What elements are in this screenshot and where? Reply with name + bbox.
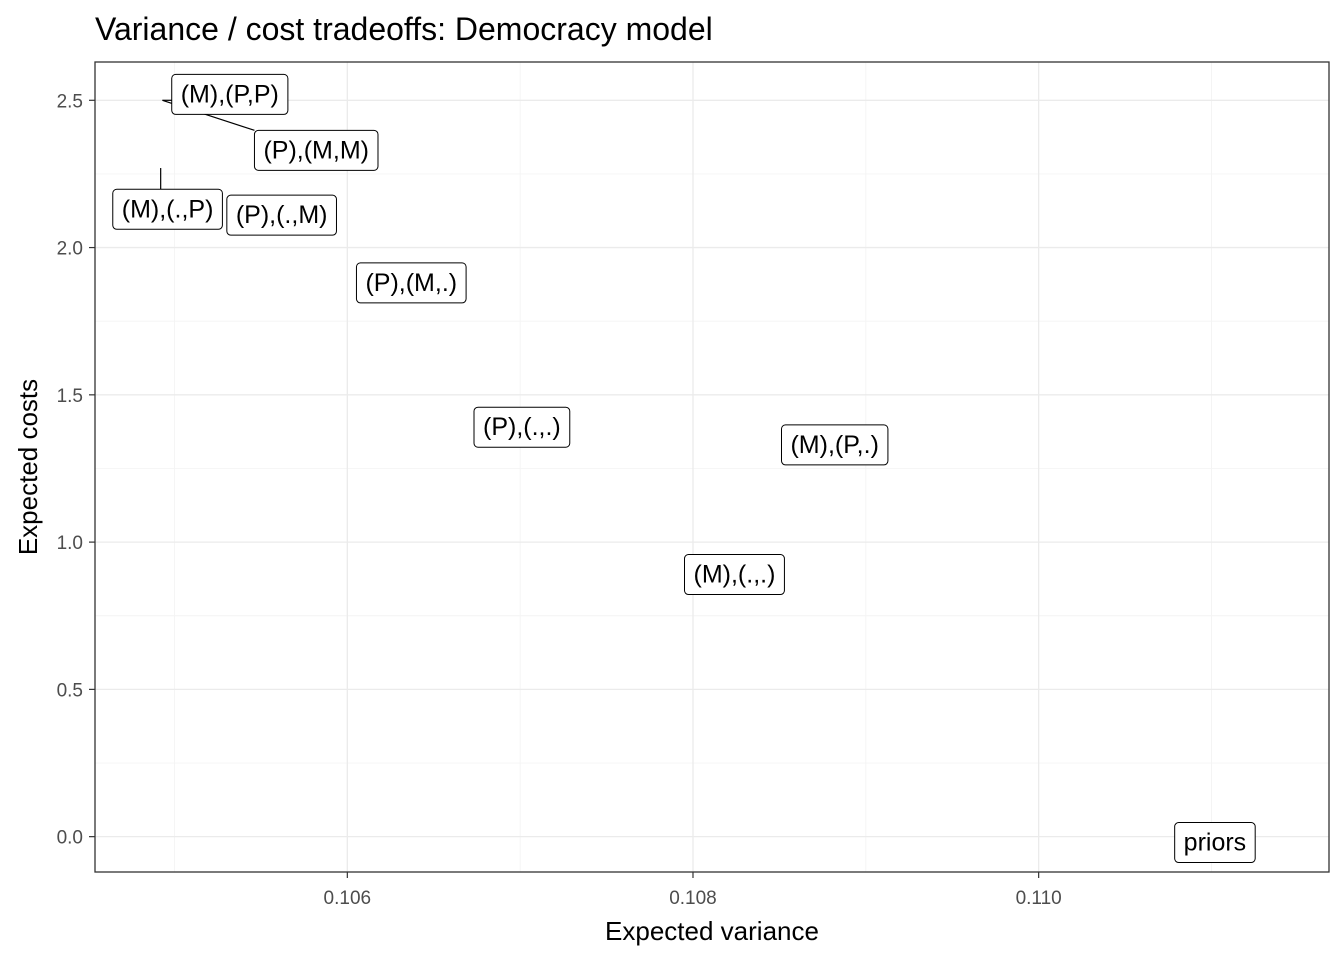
chart-title: Variance / cost tradeoffs: Democracy mod… bbox=[95, 11, 713, 47]
point-labels: (M),(P,P) (P),(M,M) (M),(.,P) (P),(.,M) (P),… bbox=[112, 73, 1256, 864]
y-tick-label: 0.0 bbox=[57, 828, 83, 849]
point-label-group: priors bbox=[1174, 822, 1256, 864]
label-box bbox=[473, 406, 571, 448]
x-axis-title: Expected variance bbox=[605, 916, 819, 946]
major-gridlines bbox=[95, 62, 1329, 872]
y-axis-title: Expected costs bbox=[13, 379, 43, 555]
point-label-group: (M),(P,.) bbox=[780, 424, 889, 466]
x-tick-label: 0.106 bbox=[324, 888, 372, 909]
x-tick-label: 0.110 bbox=[1016, 888, 1062, 909]
point-label: (M),(P,.) bbox=[790, 431, 878, 459]
label-box bbox=[253, 129, 379, 171]
point-label-group: (P),(M,.) bbox=[355, 262, 467, 304]
y-tick-label: 1.5 bbox=[57, 386, 83, 407]
minor-gridlines bbox=[95, 62, 1329, 872]
point-label-group: (M),(.,P) bbox=[112, 188, 223, 230]
label-box bbox=[355, 262, 467, 304]
point-label-group: (P),(M,M) bbox=[253, 129, 379, 171]
point-label-group: (M),(.,.) bbox=[684, 554, 785, 596]
point-label: (P),(M,.) bbox=[365, 269, 457, 297]
point-label: priors bbox=[1184, 829, 1247, 857]
point-label: (P),(M,M) bbox=[263, 136, 369, 164]
label-box bbox=[226, 194, 337, 236]
y-tick-label: 0.5 bbox=[57, 680, 83, 701]
y-tick-label: 2.5 bbox=[57, 91, 83, 112]
y-tick-label: 1.0 bbox=[57, 533, 83, 554]
point-label: (P),(.,.) bbox=[483, 413, 561, 441]
point-label: (M),(.,.) bbox=[694, 561, 776, 589]
label-box bbox=[171, 73, 289, 115]
y-axis: 0.0 0.5 1.0 1.5 2.0 2.5 bbox=[57, 91, 95, 849]
plot-panel-border bbox=[94, 61, 1330, 873]
y-tick-label: 2.0 bbox=[57, 239, 83, 260]
x-tick-label: 0.108 bbox=[669, 888, 717, 909]
point-label-group: (P),(.,.) bbox=[473, 406, 571, 448]
label-box bbox=[780, 424, 889, 466]
point-label-group: (P),(.,M) bbox=[226, 194, 337, 236]
point-label: (P),(.,M) bbox=[236, 201, 328, 229]
point-label: (M),(P,P) bbox=[181, 80, 279, 108]
label-box bbox=[684, 554, 785, 596]
label-box bbox=[112, 188, 223, 230]
point-label-group: (M),(P,P) bbox=[171, 73, 289, 115]
label-box bbox=[1174, 822, 1256, 864]
x-axis: 0.106 0.108 0.110 bbox=[324, 872, 1062, 909]
point-label: (M),(.,P) bbox=[122, 195, 214, 223]
